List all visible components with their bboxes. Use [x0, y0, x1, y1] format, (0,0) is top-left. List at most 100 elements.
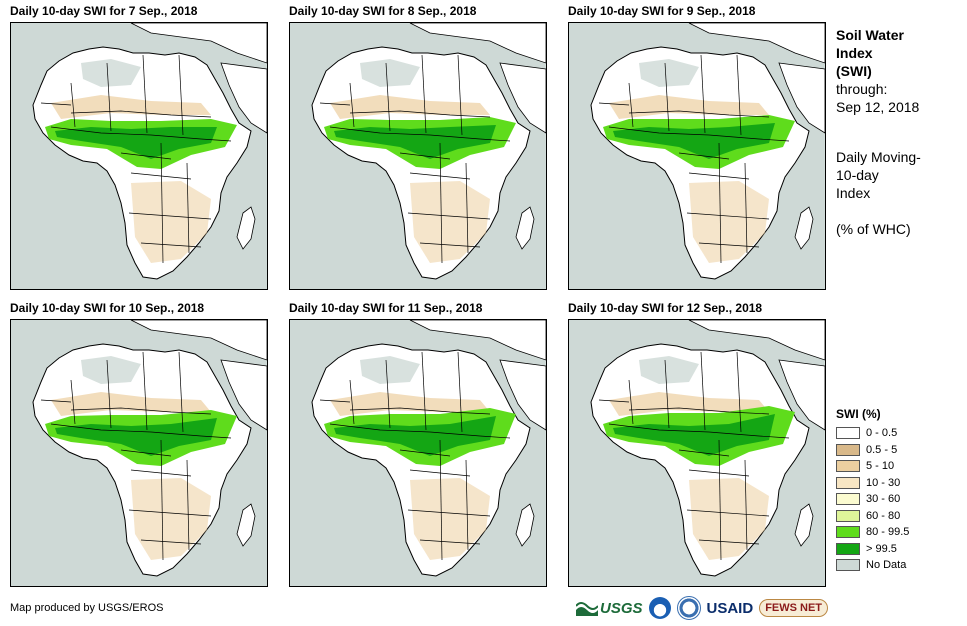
- country-border: [399, 152, 451, 160]
- legend-item: 5 - 10: [836, 458, 909, 475]
- country-border: [664, 359, 670, 429]
- legend-title: SWI (%): [836, 407, 881, 421]
- country-border: [329, 126, 511, 142]
- country-border: [700, 351, 706, 431]
- country-border: [128, 212, 212, 220]
- africa-map: [11, 320, 267, 586]
- country-border: [399, 449, 451, 457]
- legend-label: 5 - 10: [866, 460, 895, 473]
- legend-swatch: [836, 443, 860, 456]
- through-label: through:: [836, 81, 888, 97]
- country-border: [744, 459, 748, 551]
- country-border: [385, 62, 391, 132]
- country-border: [678, 449, 730, 457]
- country-border: [457, 351, 463, 433]
- arabian-peninsula: [220, 62, 267, 134]
- no-data-zone: [81, 59, 141, 87]
- legend-label: 0.5 - 5: [866, 443, 898, 456]
- country-border: [700, 54, 706, 134]
- country-border: [608, 126, 790, 142]
- map-frame: [289, 319, 547, 587]
- dry-zone-south: [689, 181, 769, 263]
- country-border: [421, 351, 427, 431]
- side-title-line: Soil Water: [836, 27, 904, 43]
- no-data-zone: [360, 356, 420, 384]
- country-border: [142, 351, 148, 431]
- dry-zone-south: [131, 181, 211, 263]
- country-border: [409, 172, 471, 180]
- no-data-zone: [360, 59, 420, 87]
- arabian-peninsula: [220, 359, 267, 431]
- side-title-line: (SWI): [836, 63, 872, 79]
- country-border: [736, 54, 742, 136]
- country-border: [106, 359, 112, 429]
- country-border: [186, 459, 190, 551]
- dry-zone-north: [330, 95, 490, 119]
- map-panel-2: Daily 10-day SWI for 8 Sep., 2018: [289, 4, 547, 294]
- legend-swatch: [836, 509, 860, 522]
- country-border: [319, 399, 351, 403]
- country-border: [409, 469, 471, 477]
- map-panel-5: Daily 10-day SWI for 11 Sep., 2018: [289, 301, 547, 591]
- country-border: [349, 379, 355, 425]
- map-panel-1: Daily 10-day SWI for 7 Sep., 2018: [10, 4, 268, 294]
- panel-title: Daily 10-day SWI for 12 Sep., 2018: [568, 301, 763, 315]
- country-border: [439, 439, 443, 561]
- map-frame: [568, 319, 826, 587]
- dry-zone-south: [131, 478, 211, 560]
- country-border: [106, 62, 112, 132]
- map-panel-6: Daily 10-day SWI for 12 Sep., 2018: [568, 301, 826, 591]
- no-data-zone: [639, 59, 699, 87]
- legend-swatch: [836, 476, 860, 489]
- country-border: [142, 54, 148, 134]
- country-border: [120, 152, 172, 160]
- dry-zone-north: [609, 95, 769, 119]
- dry-zone-north: [51, 392, 211, 416]
- legend-item: No Data: [836, 557, 909, 574]
- logo-strip: USGS USAID FEWS NET: [576, 594, 829, 622]
- country-border: [457, 54, 463, 136]
- dry-zone-north: [609, 392, 769, 416]
- country-border: [178, 351, 184, 433]
- country-border: [70, 82, 76, 128]
- arabian-peninsula: [499, 359, 546, 431]
- legend-swatch: [836, 460, 860, 473]
- map-frame: [10, 319, 268, 587]
- country-border: [698, 242, 760, 248]
- africa-map: [569, 23, 825, 289]
- description-line: Index: [836, 185, 871, 201]
- country-border: [40, 102, 72, 106]
- africa-map: [11, 23, 267, 289]
- saturated-zone: [55, 127, 217, 159]
- legend-label: 0 - 0.5: [866, 427, 898, 440]
- through-date: Sep 12, 2018: [836, 99, 920, 115]
- country-border: [120, 449, 172, 457]
- saturated-zone: [613, 414, 775, 456]
- country-border: [419, 242, 481, 248]
- country-border: [128, 509, 212, 517]
- country-border: [718, 439, 722, 561]
- usgs-logo: USGS: [576, 600, 643, 617]
- legend-swatch: [836, 559, 860, 572]
- dry-zone-north: [330, 392, 490, 416]
- legend-label: 60 - 80: [866, 509, 901, 522]
- madagascar: [794, 503, 814, 547]
- no-data-zone: [639, 356, 699, 384]
- legend-label: No Data: [866, 559, 907, 572]
- legend-swatch: [836, 526, 860, 539]
- panel-title: Daily 10-day SWI for 9 Sep., 2018: [568, 4, 756, 18]
- africa-map: [290, 23, 546, 289]
- country-border: [698, 539, 760, 545]
- country-border: [329, 423, 511, 439]
- country-border: [439, 142, 443, 264]
- legend-item: > 99.5: [836, 541, 909, 558]
- country-border: [465, 459, 469, 551]
- legend-label: 80 - 99.5: [866, 526, 910, 539]
- country-border: [319, 102, 351, 106]
- country-border: [130, 172, 192, 180]
- country-border: [688, 469, 750, 477]
- legend-item: 80 - 99.5: [836, 524, 909, 541]
- country-border: [678, 152, 730, 160]
- country-border: [407, 212, 491, 220]
- legend-label: 30 - 60: [866, 493, 901, 506]
